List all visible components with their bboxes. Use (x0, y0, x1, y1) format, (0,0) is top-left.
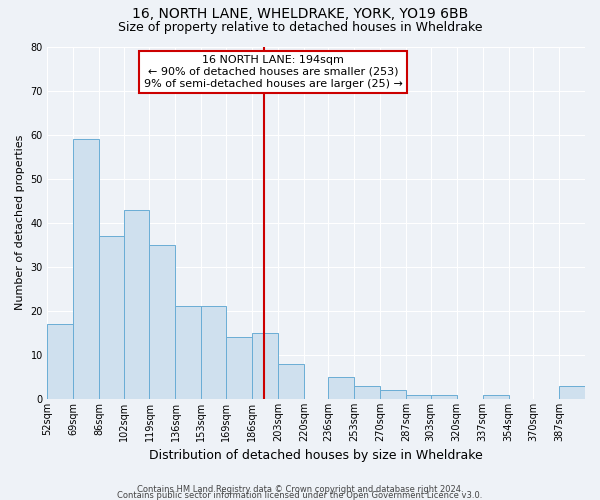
Bar (380, 390, 406, 399)
Bar (278, 364, 304, 399)
Y-axis label: Number of detached properties: Number of detached properties (15, 135, 25, 310)
Bar (328, 377, 354, 399)
Bar (252, 333, 278, 399)
Bar (149, 245, 175, 399)
Text: 16, NORTH LANE, WHELDRAKE, YORK, YO19 6BB: 16, NORTH LANE, WHELDRAKE, YORK, YO19 6B… (132, 8, 468, 22)
Bar (559, 386, 585, 399)
Bar (482, 394, 509, 399)
Bar (354, 386, 380, 399)
Text: Contains public sector information licensed under the Open Government Licence v3: Contains public sector information licen… (118, 490, 482, 500)
Bar (47, 324, 73, 399)
Text: Size of property relative to detached houses in Wheldrake: Size of property relative to detached ho… (118, 21, 482, 34)
Bar (124, 210, 149, 399)
Bar (431, 394, 457, 399)
Bar (175, 306, 202, 399)
Bar (73, 139, 99, 399)
Bar (99, 236, 124, 399)
Text: 16 NORTH LANE: 194sqm
← 90% of detached houses are smaller (253)
9% of semi-deta: 16 NORTH LANE: 194sqm ← 90% of detached … (143, 56, 403, 88)
Bar (202, 306, 226, 399)
Bar (226, 338, 252, 399)
Bar (406, 394, 431, 399)
Text: Contains HM Land Registry data © Crown copyright and database right 2024.: Contains HM Land Registry data © Crown c… (137, 484, 463, 494)
X-axis label: Distribution of detached houses by size in Wheldrake: Distribution of detached houses by size … (149, 450, 483, 462)
